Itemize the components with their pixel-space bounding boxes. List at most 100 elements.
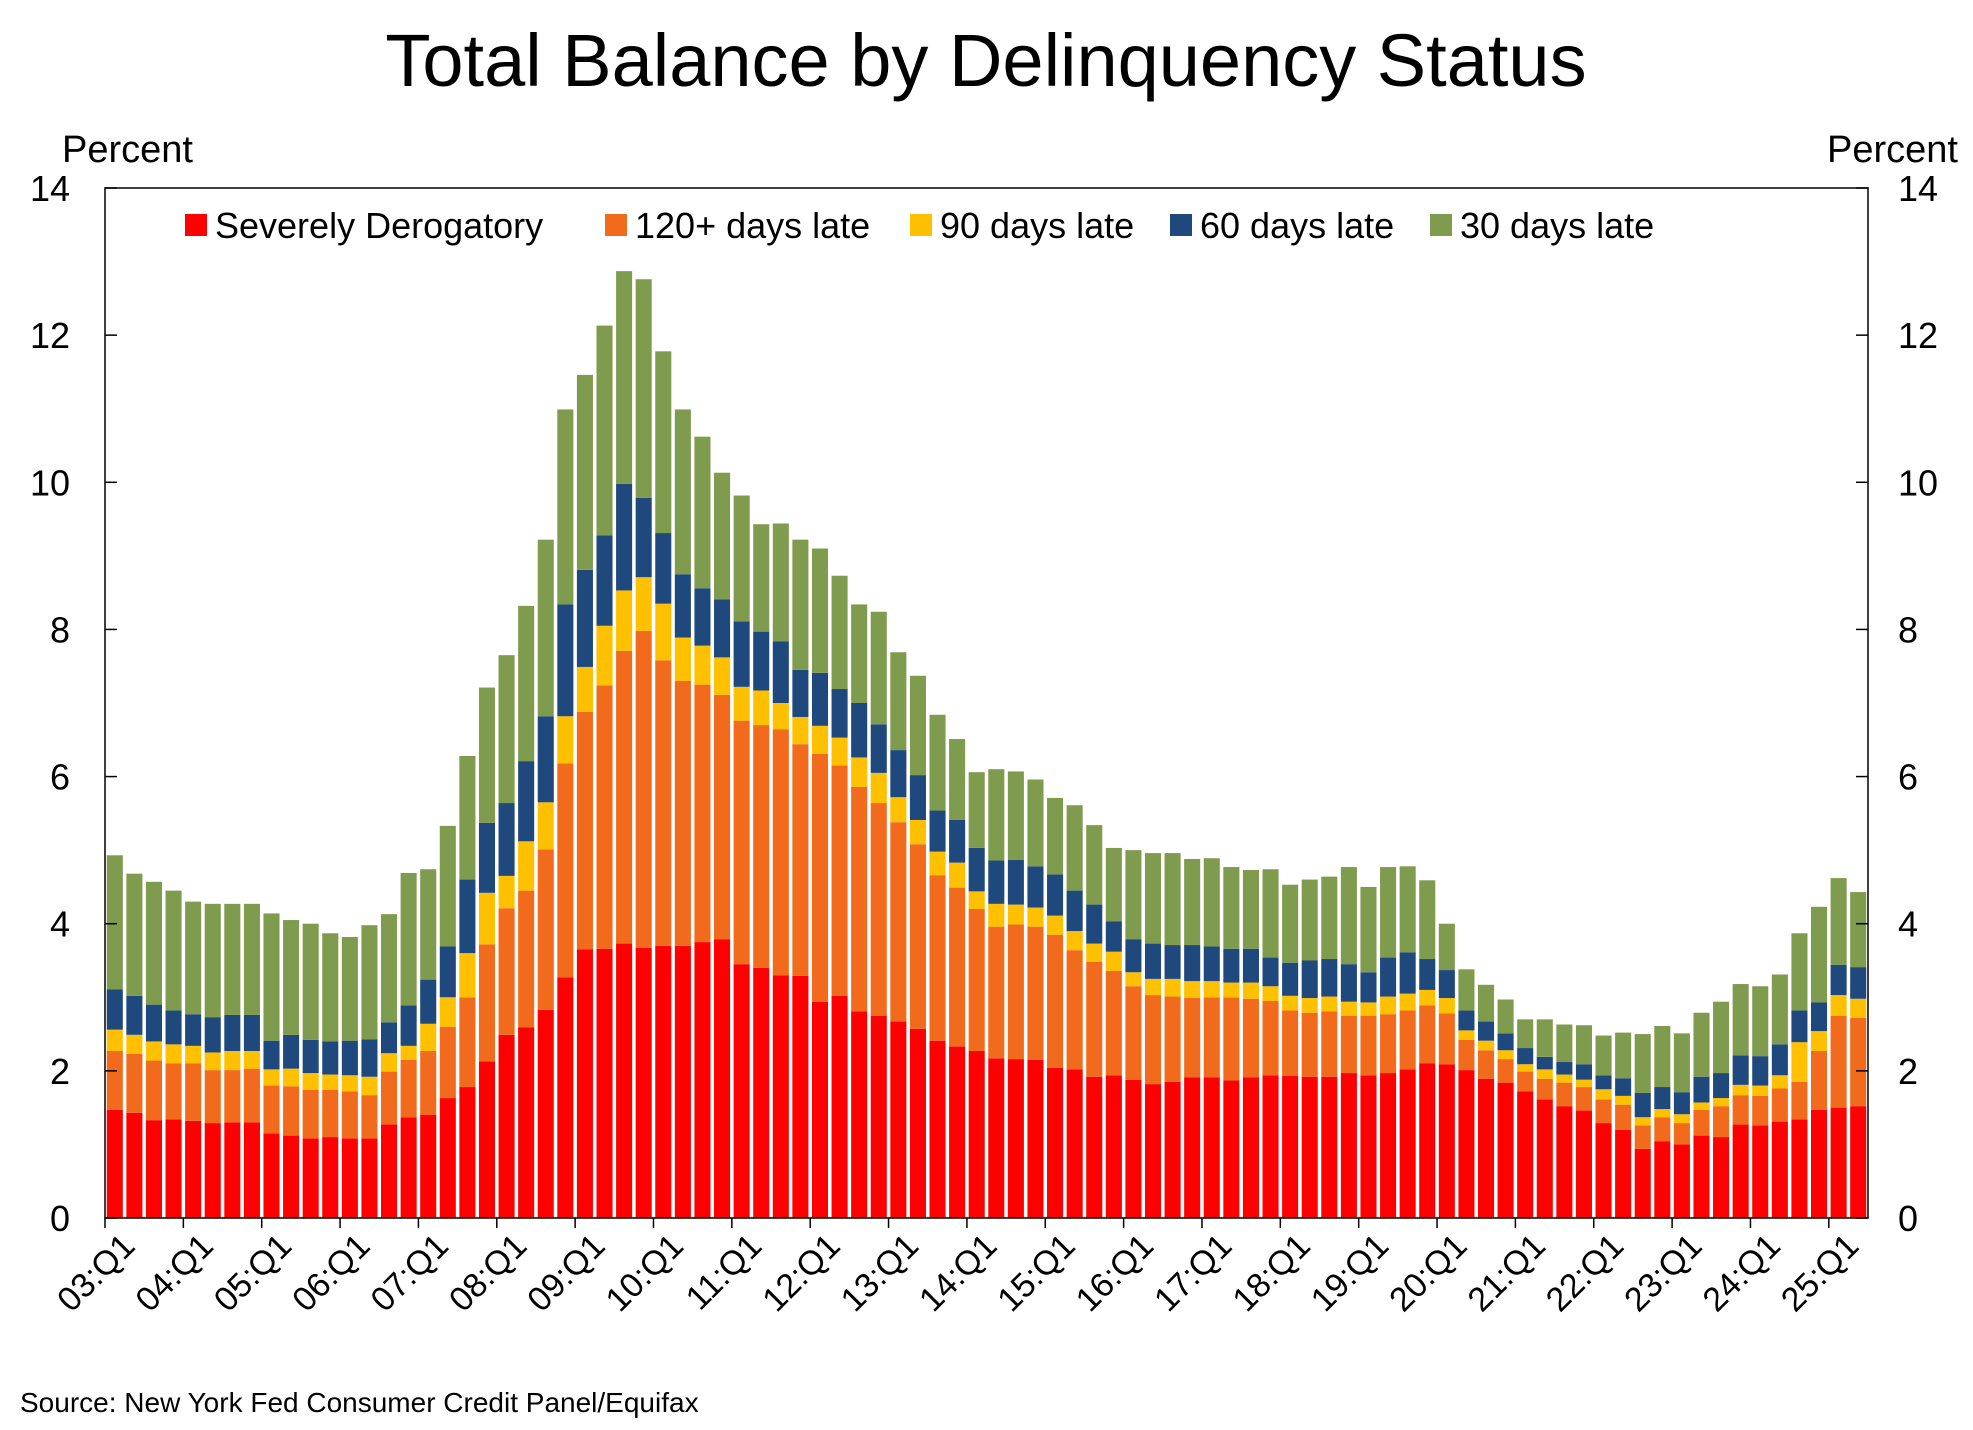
bar-60-days-late-22-q2	[1615, 1078, 1632, 1096]
bar-90-days-late-21-q3	[1556, 1074, 1573, 1083]
bar-30-days-late-24-q3	[1791, 933, 1808, 1011]
bar-120-days-late-21-q2	[1536, 1078, 1553, 1100]
bar-60-days-late-08-q3	[537, 716, 554, 803]
bar-90-days-late-04-q2	[204, 1052, 221, 1071]
bar-severely-derogatory-15-q1	[1047, 1067, 1064, 1218]
legend-swatch	[910, 214, 932, 236]
bar-severely-derogatory-13-q2	[909, 1028, 926, 1218]
bar-60-days-late-15-q3	[1086, 904, 1103, 944]
bar-60-days-late-23-q1	[1673, 1092, 1690, 1115]
y-tick-label-left: 6	[50, 757, 70, 798]
bar-30-days-late-19-q4	[1419, 880, 1436, 960]
bar-60-days-late-03-q4	[165, 1010, 182, 1045]
bar-120-days-late-04-q1	[185, 1063, 202, 1121]
x-tick-label: 22:Q1	[1539, 1227, 1631, 1319]
bar-90-days-late-19-q3	[1399, 993, 1416, 1011]
bar-120-days-late-22-q1	[1595, 1099, 1612, 1124]
bar-90-days-late-18-q3	[1321, 996, 1338, 1012]
bar-30-days-late-22-q1	[1595, 1035, 1612, 1076]
bar-severely-derogatory-08-q3	[537, 1009, 554, 1218]
bar-30-days-late-05-q2	[283, 920, 300, 1035]
bar-90-days-late-08-q4	[557, 716, 574, 764]
bar-120-days-late-06-q3	[381, 1071, 398, 1125]
bar-severely-derogatory-12-q3	[851, 1011, 868, 1218]
bar-90-days-late-10-q2	[674, 637, 691, 681]
bar-severely-derogatory-22-q2	[1615, 1129, 1632, 1218]
bar-severely-derogatory-08-q4	[557, 977, 574, 1218]
bar-severely-derogatory-23-q2	[1693, 1135, 1710, 1218]
bar-severely-derogatory-12-q2	[831, 995, 848, 1218]
y-tick-label-left: 0	[50, 1198, 70, 1239]
bar-90-days-late-03-q3	[145, 1041, 162, 1061]
bar-60-days-late-11-q2	[753, 631, 770, 691]
legend: Severely Derogatory 120+ days late 90 days…	[185, 205, 1654, 246]
bar-90-days-late-20-q4	[1497, 1050, 1514, 1060]
bar-60-days-late-25-q1	[1830, 964, 1847, 996]
bar-60-days-late-04-q4	[243, 1014, 260, 1051]
bar-120-days-late-25-q2	[1850, 1017, 1867, 1107]
bar-30-days-late-05-q1	[263, 913, 280, 1041]
bar-30-days-late-11-q2	[753, 524, 770, 632]
y-tick-label-left: 4	[50, 904, 70, 945]
y-tick-label-right: 2	[1898, 1051, 1918, 1092]
bar-90-days-late-16-q4	[1184, 981, 1201, 999]
bar-severely-derogatory-10-q1	[655, 945, 672, 1218]
bar-60-days-late-10-q2	[674, 574, 691, 638]
legend-swatch	[1430, 214, 1452, 236]
bar-severely-derogatory-22-q1	[1595, 1123, 1612, 1218]
bar-severely-derogatory-04-q1	[185, 1120, 202, 1218]
bar-severely-derogatory-03-q4	[165, 1119, 182, 1218]
bar-120-days-late-18-q1	[1282, 1010, 1299, 1077]
bar-severely-derogatory-03-q1	[106, 1109, 123, 1218]
bar-severely-derogatory-09-q2	[596, 948, 613, 1218]
bar-120-days-late-19-q1	[1360, 1015, 1377, 1076]
bar-120-days-late-09-q4	[635, 630, 652, 948]
bar-90-days-late-16-q3	[1164, 978, 1181, 997]
bar-60-days-late-16-q3	[1164, 945, 1181, 979]
bar-severely-derogatory-22-q3	[1634, 1148, 1651, 1218]
bar-90-days-late-19-q4	[1419, 989, 1436, 1006]
y-tick-label-left: 14	[30, 168, 70, 209]
legend-label: 120+ days late	[635, 205, 870, 246]
bar-30-days-late-10-q3	[694, 436, 711, 589]
x-tick-label: 08:Q1	[442, 1227, 534, 1319]
bar-severely-derogatory-10-q3	[694, 942, 711, 1218]
bar-90-days-late-24-q2	[1771, 1075, 1788, 1089]
bar-30-days-late-06-q2	[361, 925, 378, 1040]
bar-30-days-late-08-q4	[557, 409, 574, 605]
bar-120-days-late-15-q2	[1066, 950, 1083, 1070]
x-tick-label: 17:Q1	[1147, 1227, 1239, 1319]
bar-60-days-late-03-q1	[106, 989, 123, 1030]
chart-title: Total Balance by Delinquency Status	[385, 19, 1586, 102]
bar-90-days-late-04-q4	[243, 1050, 260, 1069]
bar-120-days-late-05-q1	[263, 1085, 280, 1134]
bar-60-days-late-08-q1	[498, 803, 515, 876]
bar-60-days-late-16-q4	[1184, 945, 1201, 982]
bar-severely-derogatory-03-q2	[126, 1112, 143, 1218]
bar-30-days-late-11-q3	[772, 523, 789, 642]
bar-90-days-late-15-q3	[1086, 943, 1103, 962]
bar-30-days-late-10-q1	[655, 351, 672, 534]
bar-60-days-late-10-q3	[694, 588, 711, 646]
y-tick-label-right: 14	[1898, 168, 1938, 209]
y-axis-label-left: Percent	[62, 129, 193, 171]
bar-120-days-late-22-q4	[1654, 1117, 1671, 1142]
bar-120-days-late-20-q4	[1497, 1059, 1514, 1083]
bar-60-days-late-17-q2	[1223, 948, 1240, 983]
bar-120-days-late-23-q4	[1732, 1095, 1749, 1125]
bar-severely-derogatory-20-q1	[1438, 1064, 1455, 1218]
bar-90-days-late-11-q3	[772, 703, 789, 730]
bar-30-days-late-07-q4	[478, 687, 496, 823]
bar-120-days-late-19-q4	[1419, 1005, 1436, 1064]
bar-severely-derogatory-10-q4	[714, 939, 731, 1218]
bar-60-days-late-03-q3	[145, 1004, 162, 1042]
bar-90-days-late-03-q1	[106, 1029, 123, 1051]
bar-60-days-late-05-q3	[302, 1039, 319, 1074]
bar-90-days-late-03-q2	[126, 1034, 143, 1054]
bar-severely-derogatory-11-q1	[733, 964, 750, 1218]
bar-90-days-late-23-q4	[1732, 1084, 1749, 1096]
bar-90-days-late-07-q3	[459, 953, 476, 998]
bar-90-days-late-15-q2	[1066, 931, 1083, 951]
bar-120-days-late-13-q1	[890, 822, 907, 1022]
bar-120-days-late-14-q3	[1007, 924, 1024, 1060]
